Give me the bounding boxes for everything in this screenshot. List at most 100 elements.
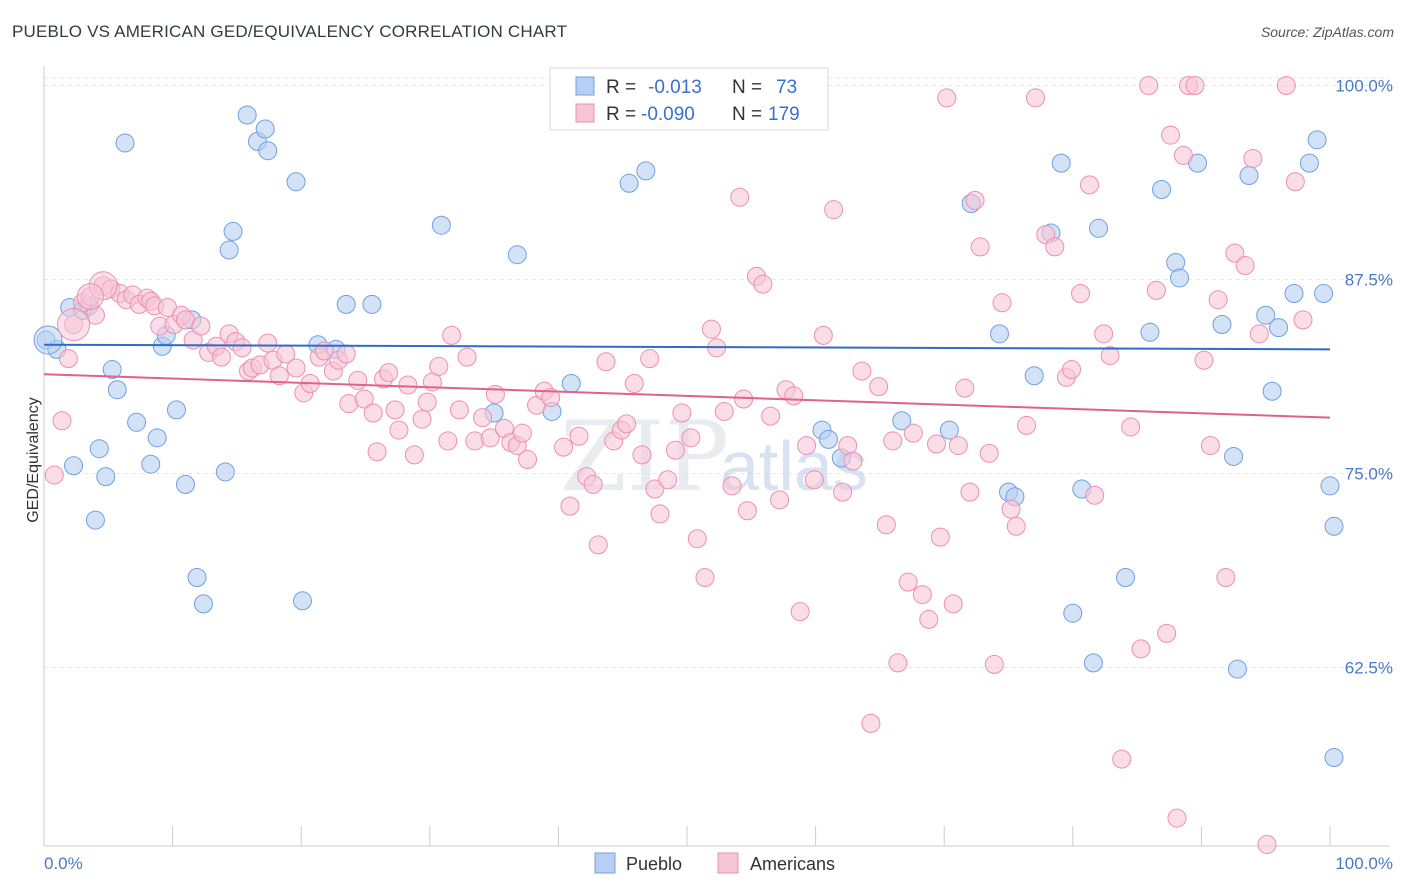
point-americans-63 xyxy=(465,431,485,451)
point-pueblo-71 xyxy=(1284,283,1304,303)
y-tick-labels: 62.5% 75.0% 87.5% 100.0% xyxy=(1335,77,1393,678)
y-tick-label-1: 75.0% xyxy=(1345,465,1393,484)
point-americans-150 xyxy=(1094,324,1114,344)
point-americans-149 xyxy=(1085,485,1105,505)
point-americans-88 xyxy=(645,479,665,499)
point-americans-135 xyxy=(970,237,990,257)
point-pueblo-27 xyxy=(255,119,275,139)
point-americans-121 xyxy=(883,431,903,451)
point-pueblo-24 xyxy=(223,221,243,241)
point-pueblo-22 xyxy=(215,462,235,482)
point-pueblo-28 xyxy=(258,141,278,161)
point-americans-34 xyxy=(269,366,289,386)
point-americans-110 xyxy=(797,436,817,456)
legend-swatch-pueblo xyxy=(575,76,595,96)
point-americans-122 xyxy=(888,653,908,673)
point-americans-109 xyxy=(790,602,810,622)
point-americans-56 xyxy=(417,392,437,412)
point-americans-102 xyxy=(737,501,757,521)
point-pueblo-65 xyxy=(1224,446,1244,466)
point-americans-160 xyxy=(1173,145,1193,165)
point-pueblo-43 xyxy=(818,429,838,449)
point-americans-148 xyxy=(1080,175,1100,195)
point-americans-157 xyxy=(1157,623,1177,643)
point-americans-77 xyxy=(569,426,589,446)
point-cluster-pueblo-0 xyxy=(33,325,63,355)
point-americans-32 xyxy=(258,333,278,353)
trend-line-pueblo xyxy=(43,343,1331,351)
legend-n-value-americans: 179 xyxy=(768,104,800,125)
point-pueblo-70 xyxy=(1269,318,1289,338)
point-americans-43 xyxy=(336,344,356,364)
point-americans-108 xyxy=(784,386,804,406)
point-pueblo-56 xyxy=(1083,653,1103,673)
chart-source: Source: ZipAtlas.com xyxy=(1260,24,1394,40)
point-pueblo-68 xyxy=(1256,305,1276,325)
y-axis-label: GED/Equivalency xyxy=(25,397,42,522)
point-pueblo-40 xyxy=(619,173,639,193)
point-americans-112 xyxy=(813,325,833,345)
point-americans-28 xyxy=(232,338,252,358)
point-pueblo-34 xyxy=(362,294,382,314)
point-americans-1 xyxy=(52,411,72,431)
point-americans-75 xyxy=(554,437,574,457)
point-americans-71 xyxy=(518,450,538,470)
point-americans-80 xyxy=(588,535,608,555)
point-pueblo-46 xyxy=(939,420,959,440)
point-americans-95 xyxy=(695,568,715,588)
point-pueblo-3 xyxy=(64,456,84,476)
stats-legend: R = -0.013 N = 73 R = -0.090 N = 179 xyxy=(549,67,829,131)
point-pueblo-17 xyxy=(166,400,186,420)
point-pueblo-33 xyxy=(336,294,356,314)
point-pueblo-11 xyxy=(115,133,135,153)
point-pueblo-61 xyxy=(1166,252,1186,272)
point-americans-139 xyxy=(1001,499,1021,519)
point-americans-84 xyxy=(617,414,637,434)
point-americans-94 xyxy=(687,529,707,549)
stats-legend-box xyxy=(549,67,829,131)
point-americans-116 xyxy=(843,451,863,471)
point-pueblo-18 xyxy=(175,474,195,494)
point-americans-167 xyxy=(1225,243,1245,263)
point-americans-168 xyxy=(1235,256,1255,276)
point-pueblo-8 xyxy=(96,467,116,487)
point-pueblo-62 xyxy=(1170,268,1190,288)
point-pueblo-21 xyxy=(193,594,213,614)
point-americans-162 xyxy=(1185,76,1205,96)
point-americans-104 xyxy=(753,274,773,294)
trend-line-americans xyxy=(43,373,1331,419)
y-tick-label-0: 62.5% xyxy=(1345,659,1393,678)
point-americans-47 xyxy=(363,403,383,423)
point-americans-119 xyxy=(869,377,889,397)
point-americans-156 xyxy=(1146,280,1166,300)
point-americans-164 xyxy=(1200,436,1220,456)
point-americans-113 xyxy=(824,200,844,220)
point-americans-151 xyxy=(1100,346,1120,366)
point-pueblo-67 xyxy=(1239,166,1259,186)
point-americans-165 xyxy=(1208,290,1228,310)
point-americans-129 xyxy=(937,88,957,108)
point-pueblo-10 xyxy=(107,380,127,400)
point-pueblo-30 xyxy=(292,591,312,611)
y-tick-label-3: 100.0% xyxy=(1335,77,1393,96)
point-americans-114 xyxy=(833,482,853,502)
watermark: ZIP atlas xyxy=(560,401,868,513)
point-pueblo-53 xyxy=(1051,153,1071,173)
point-pueblo-77 xyxy=(1324,748,1344,768)
point-americans-96 xyxy=(701,319,721,339)
point-pueblo-73 xyxy=(1307,130,1327,150)
point-americans-52 xyxy=(389,420,409,440)
point-americans-133 xyxy=(960,482,980,502)
point-americans-131 xyxy=(948,436,968,456)
point-americans-126 xyxy=(919,609,939,629)
point-americans-132 xyxy=(955,378,975,398)
point-americans-25 xyxy=(211,347,231,367)
point-americans-66 xyxy=(485,384,505,404)
point-americans-153 xyxy=(1121,417,1141,437)
point-americans-173 xyxy=(1285,172,1305,192)
point-americans-137 xyxy=(984,654,1004,674)
point-americans-70 xyxy=(512,423,532,443)
point-pueblo-6 xyxy=(85,510,105,530)
point-pueblo-14 xyxy=(147,428,167,448)
